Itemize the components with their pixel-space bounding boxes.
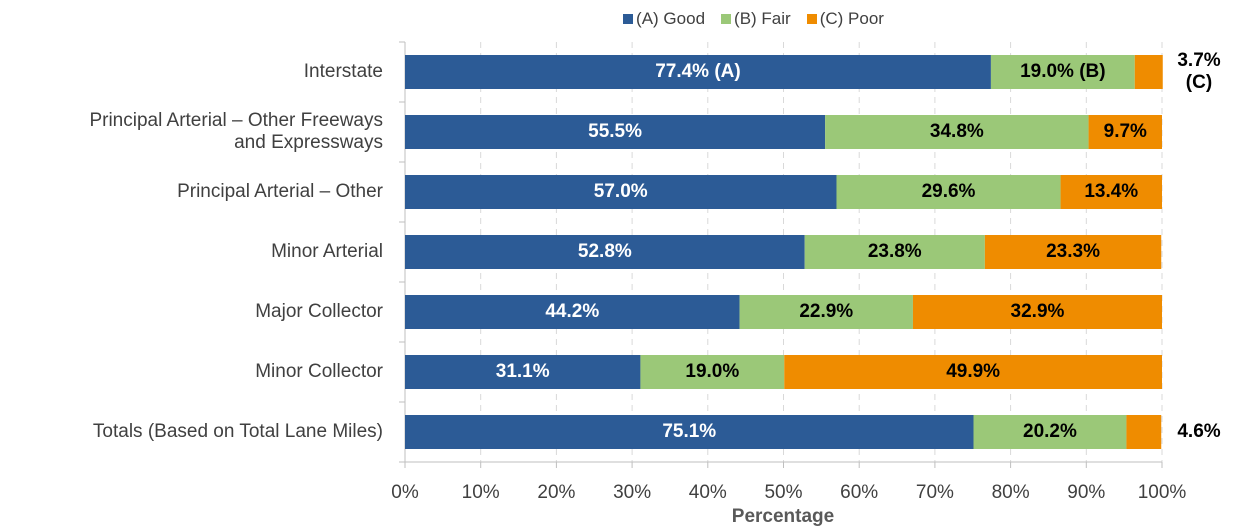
legend-item: (C) Poor [806,9,884,29]
value-label: 57.0% [593,181,648,202]
x-axis-title: Percentage [731,506,835,527]
x-tick-label: 100% [1137,482,1187,503]
y-tick-label: Principal Arterial – Other Freeways and … [89,110,383,153]
bar-segment [405,55,991,89]
bar-segment [640,355,785,389]
bar-segment [1134,55,1163,89]
bar-segment [1060,175,1162,209]
bar-segment [405,175,837,209]
bar-segment [1126,415,1162,449]
bar-segment [973,415,1127,449]
x-tick-label: 0% [391,482,419,503]
value-label: 13.4% [1084,181,1139,202]
value-label: 4.6% [1177,421,1221,442]
x-tick-label: 10% [461,482,500,503]
value-label: 34.8% [929,121,984,142]
y-tick-label: Interstate [303,61,383,82]
value-label: 77.4% (A) [655,61,741,82]
value-label: 9.7% [1103,121,1147,142]
legend-label: (C) Poor [819,9,884,28]
value-label: 52.8% [577,241,632,262]
x-tick-label: 90% [1067,482,1106,503]
y-tick-label: Major Collector [255,301,383,322]
x-tick-label: 30% [613,482,652,503]
y-tick-label: Principal Arterial – Other [177,181,383,202]
value-label: 29.6% [921,181,976,202]
legend-label: (B) Fair [734,9,791,28]
value-label: 19.0% (B) [1020,61,1106,82]
x-tick-label: 20% [537,482,576,503]
bar-segment [784,355,1162,389]
legend-swatch [721,14,732,24]
bar-segment [1088,115,1162,149]
value-label: 20.2% [1023,421,1077,442]
legend-item: (B) Fair [721,9,791,29]
value-label: 3.7% (C) [1177,50,1221,93]
value-label: 75.1% [662,421,717,442]
bar-segment [984,235,1162,269]
y-tick-label: Minor Collector [255,361,383,382]
legend-item: (A) Good [623,9,705,29]
value-label: 32.9% [1010,301,1065,322]
y-tick-label: Minor Arterial [271,241,383,262]
bar-segment [405,415,974,449]
value-label: 23.3% [1046,241,1100,262]
y-tick-label: Totals (Based on Total Lane Miles) [92,421,383,442]
bar-segment [405,355,641,389]
bar-segment [990,55,1135,89]
legend-swatch [806,14,817,24]
bar-segment [405,235,805,269]
x-tick-label: 50% [764,482,803,503]
bar-segment [912,295,1162,329]
bar-segment [405,295,740,329]
bar-segment [825,115,1089,149]
value-label: 44.2% [545,301,600,322]
legend-swatch [623,14,634,24]
value-label: 23.8% [867,241,922,262]
x-tick-label: 70% [915,482,954,503]
legend-label: (A) Good [636,9,706,28]
value-label: 55.5% [588,121,642,142]
legend: (A) Good (B) Fair (C) Poor [0,9,1237,29]
x-tick-label: 40% [688,482,727,503]
bar-segment [739,295,913,329]
value-label: 49.9% [946,361,1001,382]
x-tick-label: 80% [991,482,1030,503]
value-label: 31.1% [495,361,550,382]
value-label: 22.9% [799,301,854,322]
bar-segment [836,175,1061,209]
bar-segment [405,115,826,149]
x-tick-label: 60% [840,482,879,503]
value-label: 19.0% [685,361,740,382]
bar-segment [804,235,985,269]
